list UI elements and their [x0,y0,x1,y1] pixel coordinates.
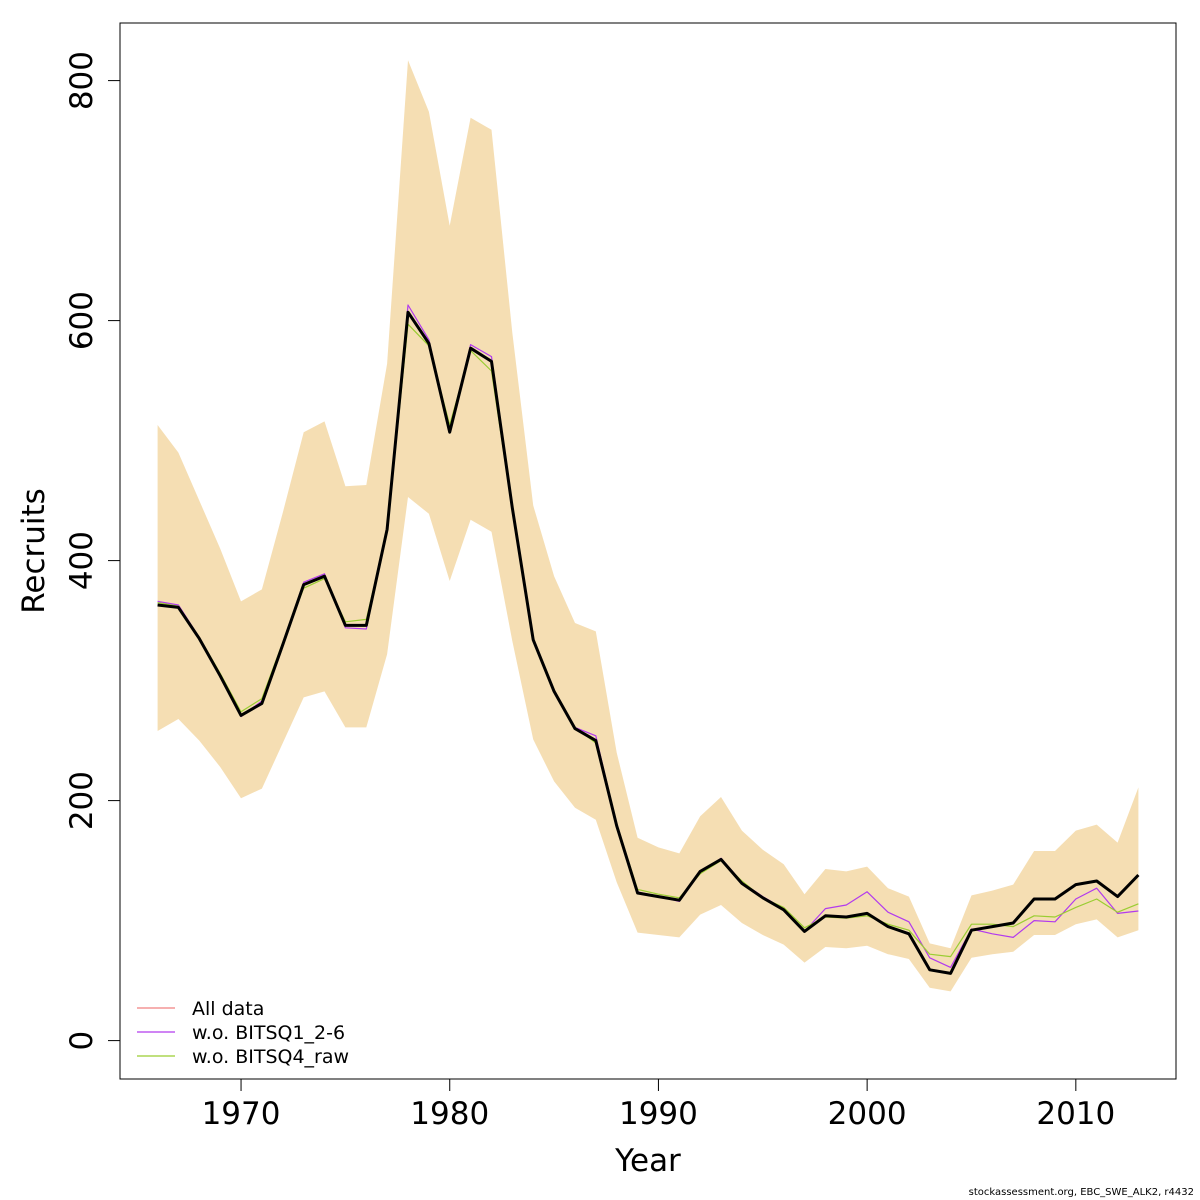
x-tick-label: 2000 [828,1096,907,1132]
y-axis-title: Recruits [16,488,52,614]
x-axis-title: Year [614,1143,681,1179]
series-layer [157,304,1140,975]
y-tick-label: 0 [64,1031,100,1051]
x-tick-label: 1970 [202,1096,281,1132]
x-tick-label: 1980 [410,1096,489,1132]
x-tick-label: 1990 [619,1096,698,1132]
confidence-band [157,60,1139,992]
y-tick-label: 200 [64,771,100,830]
series-line-w-o-bitsq4-raw [157,323,1139,958]
y-tick-label: 400 [64,531,100,590]
legend-label: w.o. BITSQ4_raw [192,1046,349,1068]
x-tick-label: 2010 [1036,1096,1115,1132]
series-line-all-data [157,310,1140,975]
confidence-band-layer [157,60,1139,992]
credit-text: stockassessment.org, EBC_SWE_ALK2, r4432 [968,1187,1194,1198]
y-tick-label: 600 [64,291,100,350]
legend-label: w.o. BITSQ1_2-6 [192,1022,345,1044]
axes-layer: 1970 1980 1990 2000 2010 0 200 400 600 800 [64,51,1115,1132]
legend-label: All data [192,998,264,1020]
y-tick-label: 800 [64,51,100,110]
